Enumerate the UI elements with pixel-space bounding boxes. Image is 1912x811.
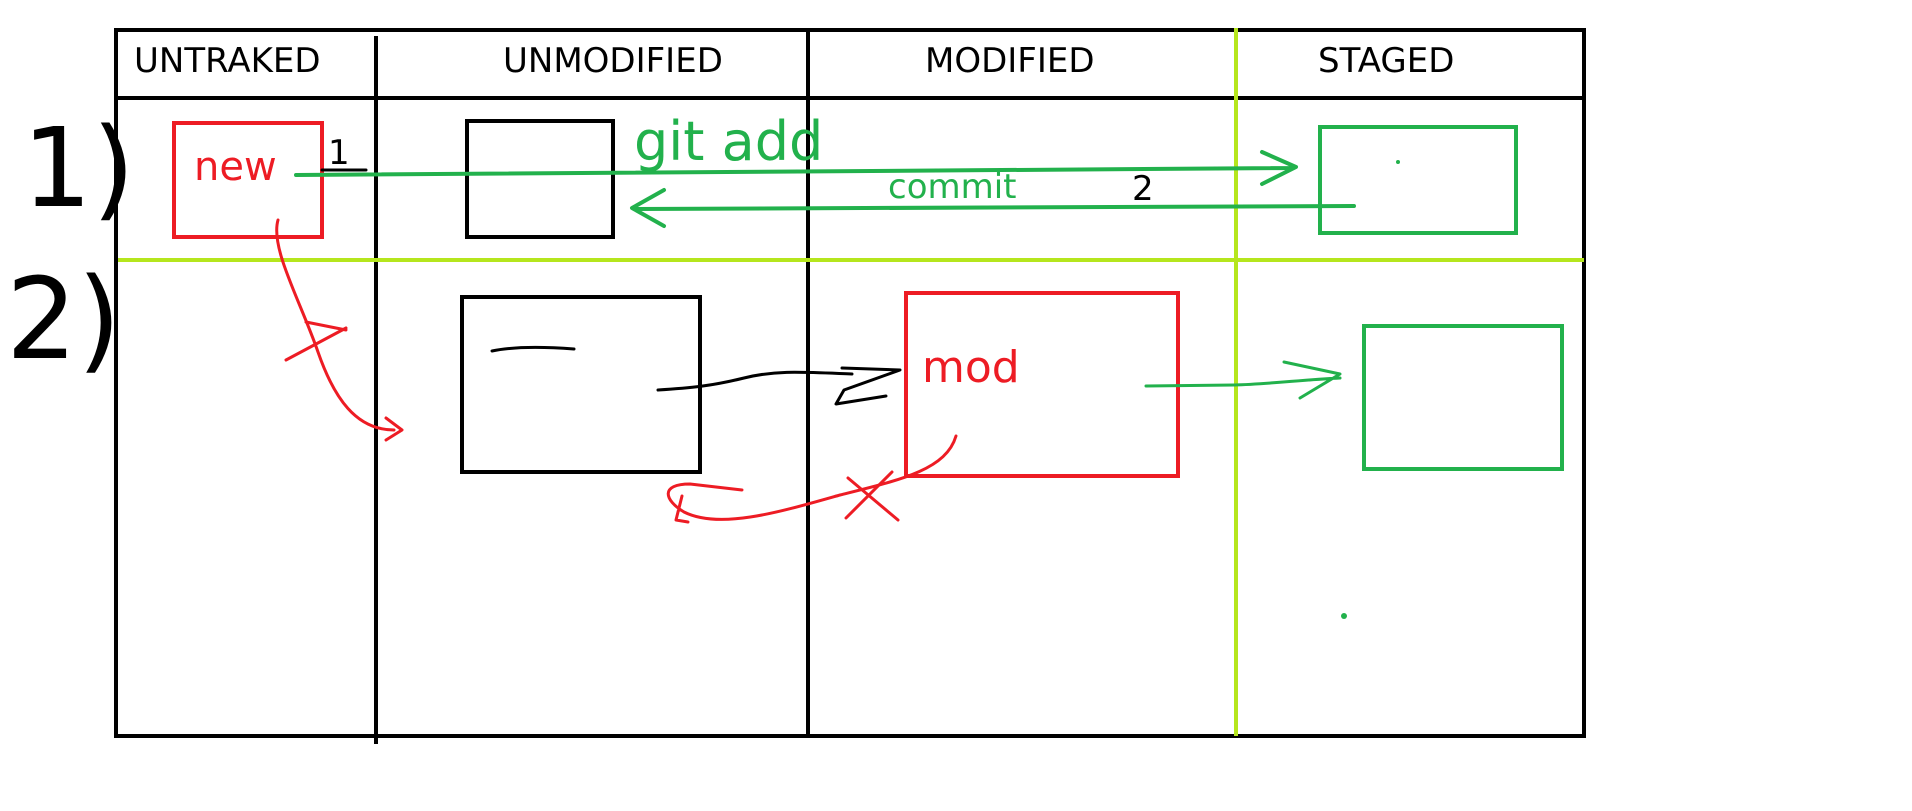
untracked-file-box (172, 121, 324, 239)
step-two-label: 2 (1132, 169, 1154, 209)
modified-to-unmodified-crossed-arrow (666, 434, 958, 524)
git-add-arrow (294, 150, 1298, 186)
git-add-label: git add (634, 110, 823, 173)
row-2: mod (275, 218, 1564, 619)
staged-file-box-2 (1362, 324, 1564, 471)
table-grid (114, 28, 1586, 744)
new-file-label: new (194, 144, 277, 190)
header-unmodified: UNMODIFIED (503, 41, 723, 81)
row-1: new 1 git add commit 2 (172, 110, 1518, 239)
unmodified-file-box (465, 119, 615, 239)
stage-arrow (1144, 360, 1342, 400)
header-staged: STAGED (1318, 41, 1454, 81)
stray-dot (1396, 160, 1400, 164)
header-modified: MODIFIED (925, 41, 1095, 81)
stray-dot-2 (1341, 613, 1347, 619)
header-untracked: UNTRAKED (134, 41, 321, 81)
cross-mark-2 (844, 470, 900, 522)
commit-label: commit (888, 167, 1017, 207)
commit-arrow (630, 188, 1356, 228)
table-border (114, 28, 1586, 738)
step-one-label: 1 (328, 133, 350, 173)
staged-file-box-1 (1318, 125, 1518, 235)
cross-mark-1 (284, 320, 348, 362)
edit-arrow (656, 366, 902, 406)
edit-stroke (490, 345, 576, 353)
mod-file-label: mod (922, 342, 1020, 393)
row-label-1: 1) (22, 104, 135, 232)
unmodified-file-box-2 (460, 295, 702, 474)
untracked-to-unmodified-crossed-arrow (275, 218, 404, 442)
row-label-2: 2) (6, 255, 121, 385)
